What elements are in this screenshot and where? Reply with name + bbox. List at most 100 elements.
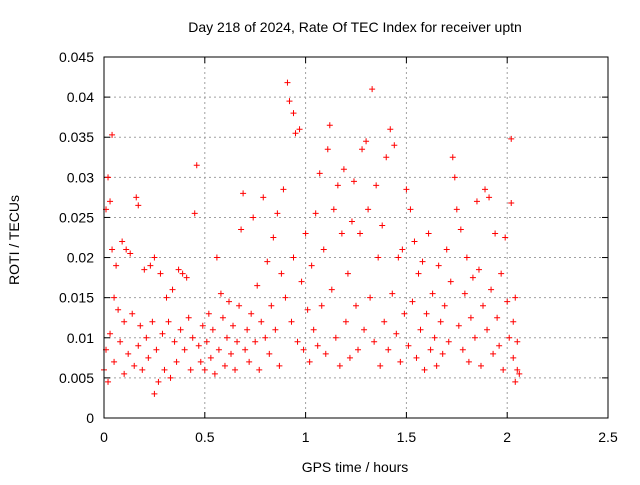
data-point — [371, 338, 378, 345]
data-point — [381, 318, 388, 325]
data-point — [391, 142, 398, 149]
data-point — [203, 338, 210, 345]
data-point — [211, 370, 218, 377]
data-point — [270, 234, 277, 241]
data-point — [213, 254, 220, 261]
data-point — [512, 294, 519, 301]
y-tick-label: 0.03 — [67, 169, 94, 185]
data-point — [242, 346, 249, 353]
data-point — [453, 206, 460, 213]
data-point — [361, 326, 368, 333]
data-point — [344, 270, 351, 277]
y-tick-label: 0.01 — [67, 330, 94, 346]
data-point — [322, 350, 329, 357]
data-point — [139, 366, 146, 373]
data-point — [107, 330, 114, 337]
data-point — [107, 198, 114, 205]
data-point — [258, 318, 265, 325]
x-tick-label: 2 — [503, 429, 511, 445]
x-axis-label: GPS time / hours — [302, 459, 409, 475]
data-point — [318, 302, 325, 309]
data-point — [399, 246, 406, 253]
data-point — [411, 238, 418, 245]
data-point — [373, 182, 380, 189]
data-point — [457, 226, 464, 233]
data-point — [240, 190, 247, 197]
data-point — [379, 222, 386, 229]
data-point — [173, 358, 180, 365]
data-point — [308, 262, 315, 269]
data-point — [256, 366, 263, 373]
data-point — [498, 270, 505, 277]
data-point — [109, 246, 116, 253]
data-point — [199, 322, 206, 329]
data-point — [340, 166, 347, 173]
data-point — [389, 290, 396, 297]
data-point — [516, 370, 523, 377]
data-point — [280, 186, 287, 193]
data-point — [490, 350, 497, 357]
data-point — [141, 266, 148, 273]
data-point — [105, 174, 112, 181]
data-point — [167, 374, 174, 381]
data-point — [161, 366, 168, 373]
data-point — [353, 302, 359, 309]
data-points — [101, 79, 523, 397]
y-axis-label: ROTI / TECUs — [6, 195, 22, 285]
plot-frame — [103, 56, 609, 419]
data-point — [135, 202, 142, 209]
data-point — [407, 206, 414, 213]
data-point — [500, 366, 507, 373]
data-point — [296, 126, 303, 133]
data-point — [506, 334, 513, 341]
y-tick-label: 0.035 — [59, 129, 94, 145]
data-point — [268, 302, 275, 309]
data-point — [449, 154, 456, 161]
data-point — [179, 270, 186, 277]
data-point — [260, 194, 267, 201]
data-point — [189, 334, 196, 341]
data-point — [451, 174, 458, 181]
data-point — [496, 342, 503, 349]
data-point — [143, 334, 150, 341]
data-point — [223, 334, 230, 341]
x-tick-label: 1 — [302, 429, 310, 445]
data-point — [236, 302, 243, 309]
data-point — [230, 322, 237, 329]
data-point — [129, 310, 136, 317]
data-point — [316, 170, 323, 177]
data-point — [459, 346, 466, 353]
data-point — [443, 246, 450, 253]
data-point — [119, 238, 126, 245]
data-point — [482, 186, 489, 193]
data-point — [254, 282, 261, 289]
data-point — [494, 314, 501, 321]
data-point — [508, 135, 515, 142]
data-point — [405, 342, 412, 349]
data-point — [445, 338, 452, 345]
data-point — [417, 326, 424, 333]
data-point — [145, 354, 152, 361]
data-point — [290, 254, 297, 261]
data-point — [508, 200, 515, 207]
data-point — [123, 246, 130, 253]
data-point — [348, 218, 355, 225]
data-point — [127, 250, 134, 257]
data-point — [467, 314, 474, 321]
data-point — [185, 314, 192, 321]
data-point — [502, 234, 509, 241]
data-point — [302, 230, 309, 237]
data-point — [409, 298, 416, 305]
data-point — [385, 346, 392, 353]
data-point — [324, 146, 331, 153]
data-point — [262, 334, 269, 341]
data-point — [290, 110, 297, 117]
y-tick-label: 0.045 — [59, 49, 94, 65]
data-point — [113, 262, 120, 269]
data-point — [510, 318, 517, 325]
data-point — [246, 358, 253, 365]
data-point — [377, 362, 384, 369]
data-point — [298, 278, 305, 285]
data-point — [117, 338, 124, 345]
data-point — [105, 378, 112, 385]
